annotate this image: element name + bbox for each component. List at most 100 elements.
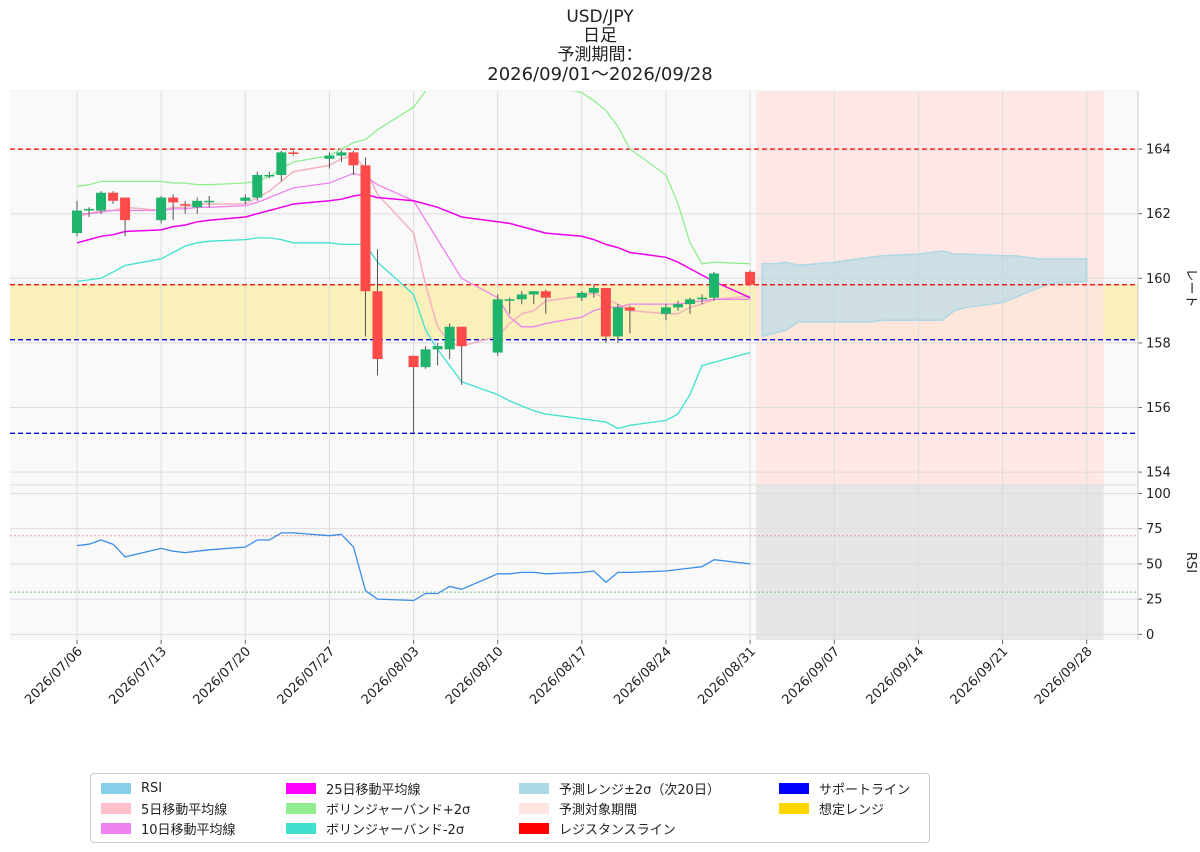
legend-swatch	[519, 802, 549, 814]
ma25-line	[76, 193, 751, 299]
candle-body	[576, 292, 587, 298]
legend-swatch	[779, 782, 809, 794]
price-tick-label: 154	[1146, 466, 1171, 481]
candle-body	[660, 307, 671, 314]
legend-label: ボリンジャーバンド+2σ	[326, 802, 471, 818]
candle-body	[516, 294, 527, 300]
candle-body	[108, 192, 119, 201]
price-axis-label: レート	[1183, 268, 1198, 307]
price-tick-label: 158	[1146, 336, 1171, 351]
x-tick-label: 2026/07/20	[191, 644, 255, 708]
rsi-axis-label: RSI	[1183, 552, 1198, 573]
candle-body	[432, 346, 443, 350]
candle-body	[673, 304, 683, 308]
rsi-tick-label: 50	[1146, 557, 1163, 572]
legend-label: 想定レンジ	[819, 802, 885, 818]
legend-swatch	[519, 822, 549, 834]
candle-body	[180, 204, 191, 206]
candle-body	[84, 208, 95, 211]
candle-body	[372, 291, 383, 360]
x-tick-label: 2026/09/07	[779, 644, 843, 708]
price-pane: 154 156 158 160 162 164 レート	[10, 90, 1198, 485]
rsi-pane: 0 25 50 75 100 RSI	[10, 484, 1198, 643]
x-tick-label: 2026/09/14	[864, 644, 928, 708]
candle-body	[745, 271, 756, 285]
legend-label: 予測レンジ±2σ（次20日）	[559, 782, 720, 798]
candle-body	[444, 326, 455, 350]
candle-body	[348, 152, 359, 166]
legend-item: 予測レンジ±2σ（次20日）	[519, 779, 720, 798]
candle-body	[612, 307, 623, 337]
legend-swatch	[101, 822, 131, 834]
chart-subtitle-forecast-label: 予測期間：	[557, 45, 643, 65]
legend-item: 想定レンジ	[779, 799, 885, 818]
candle-body	[685, 299, 696, 305]
legend-swatch	[779, 802, 809, 814]
legend-item: 予測対象期間	[519, 799, 638, 818]
legend-swatch	[286, 822, 316, 834]
legend-label: 予測対象期間	[559, 802, 638, 818]
candle-body	[288, 152, 299, 154]
legend: RSI 5日移動平均線 10日移動平均線 25日移動平均線ボリンジャーバンド+2σ ボリ…	[90, 773, 930, 843]
legend-item: ボリンジャーバンド+2σ	[286, 799, 471, 818]
rsi-tick-label: 100	[1146, 487, 1171, 502]
legend-item: ボリンジャーバンド-2σ	[286, 819, 465, 838]
legend-label: サポートライン	[819, 782, 911, 798]
rsi-forecast-shade	[756, 485, 1104, 640]
legend-item: 25日移動平均線	[286, 779, 421, 798]
chart-subtitle-timeframe: 日足	[583, 26, 617, 46]
candle-body	[324, 155, 335, 159]
x-tick-label: 2026/09/28	[1032, 644, 1096, 708]
x-tick-label: 2026/07/06	[22, 644, 86, 708]
legend-label: 25日移動平均線	[326, 782, 421, 798]
candle-body	[276, 152, 287, 175]
legend-label: 5日移動平均線	[141, 802, 228, 818]
candle-body	[204, 200, 215, 203]
chart-title: USD/JPY	[566, 7, 634, 27]
candle-body	[360, 165, 371, 292]
forecast-range-band	[761, 250, 1088, 338]
candle-body	[709, 273, 720, 298]
rsi-tick-label: 0	[1146, 628, 1154, 643]
candle-body	[588, 288, 599, 293]
chart-subtitle-forecast-dates: 2026/09/01〜2026/09/28	[487, 64, 713, 85]
legend-swatch	[101, 802, 131, 814]
x-axis: 2026/07/06 2026/07/13 2026/07/20 2026/07/27…	[22, 640, 1096, 708]
candle-body	[120, 197, 131, 221]
candle-body	[72, 210, 82, 234]
candle-body	[264, 174, 275, 177]
candle-body	[192, 200, 203, 208]
legend-item: RSI	[101, 779, 162, 797]
price-tick-label: 162	[1146, 207, 1171, 222]
legend-swatch	[286, 802, 316, 814]
x-tick-label: 2026/07/27	[275, 644, 339, 708]
x-tick-label: 2026/08/24	[611, 644, 675, 708]
legend-label: ボリンジャーバンド-2σ	[326, 822, 465, 838]
legend-item: レジスタンスライン	[519, 819, 676, 838]
x-tick-label: 2026/09/21	[948, 644, 1012, 708]
x-tick-label: 2026/08/17	[527, 644, 591, 708]
x-tick-label: 2026/08/10	[443, 644, 507, 708]
candle-body	[240, 197, 251, 201]
candle-body	[624, 307, 635, 311]
rsi-tick-label: 25	[1146, 593, 1163, 608]
candle-body	[96, 192, 107, 211]
legend-swatch	[519, 782, 549, 794]
candle-body	[156, 197, 167, 221]
candle-body	[528, 291, 539, 295]
candle-body	[420, 349, 431, 368]
legend-item: 10日移動平均線	[101, 819, 236, 838]
legend-label: 10日移動平均線	[141, 822, 236, 838]
candle-body	[336, 152, 347, 156]
legend-swatch	[101, 782, 131, 794]
x-tick-label: 2026/07/13	[106, 644, 170, 708]
legend-item: サポートライン	[779, 779, 911, 798]
price-tick-label: 156	[1146, 401, 1171, 416]
bollinger-upper-line	[76, 91, 751, 265]
candle-body	[600, 288, 611, 337]
candle-body	[504, 299, 515, 301]
candle-body	[540, 291, 551, 298]
rsi-tick-label: 75	[1146, 522, 1163, 537]
candle-body	[168, 197, 179, 203]
